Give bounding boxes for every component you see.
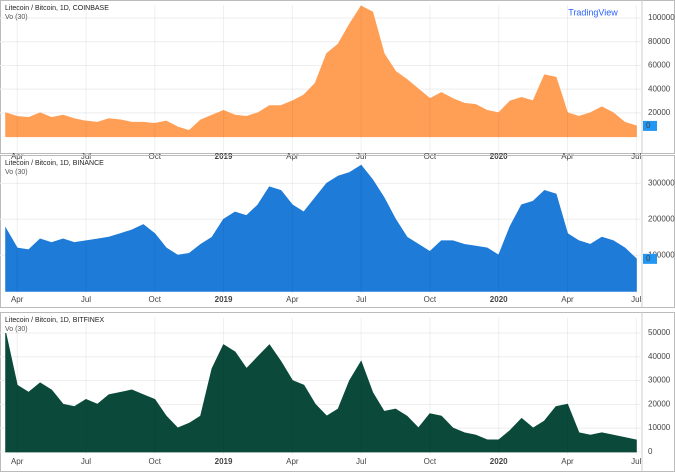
x-tick-label: Apr — [11, 295, 24, 304]
x-tick-label: Apr — [561, 457, 574, 466]
x-tick-label: Jul — [356, 295, 366, 304]
x-tick-label: Jul — [631, 295, 641, 304]
last-value-label: 0 — [646, 121, 651, 130]
y-tick-label: 40000 — [648, 352, 671, 361]
x-tick-label: Oct — [149, 152, 162, 161]
x-tick-label: Jul — [81, 152, 91, 161]
y-tick-label: 100000 — [648, 13, 675, 22]
x-tick-label: 2019 — [215, 152, 233, 161]
x-tick-label: Oct — [149, 457, 162, 466]
y-tick-label: 60000 — [648, 61, 671, 70]
x-tick-label: Jul — [81, 295, 91, 304]
logo: TradingView — [568, 7, 618, 17]
y-tick-label: 10000 — [648, 423, 671, 432]
y-tick-label: 40000 — [648, 84, 671, 93]
x-tick-label: Apr — [11, 457, 24, 466]
x-tick-label: Oct — [424, 457, 437, 466]
last-value-box — [643, 253, 657, 264]
area — [5, 332, 637, 453]
x-tick-label: Jul — [356, 152, 366, 161]
y-tick-label: 20000 — [648, 399, 671, 408]
x-tick-label: Apr — [286, 152, 299, 161]
x-tick-label: Apr — [11, 152, 24, 161]
x-tick-label: Jul — [356, 457, 366, 466]
x-tick-label: Oct — [424, 295, 437, 304]
y-tick-label: 300000 — [648, 178, 675, 187]
last-value-label: 0 — [646, 254, 651, 263]
y-tick-label: 50000 — [648, 328, 671, 337]
x-tick-label: Apr — [286, 457, 299, 466]
chart-subtitle: Vo (30) — [5, 14, 28, 21]
area — [5, 164, 637, 292]
y-tick-label: 30000 — [648, 376, 671, 385]
x-tick-label: Jul — [81, 457, 91, 466]
x-tick-label: Jul — [631, 152, 641, 161]
y-tick-label: 0 — [648, 447, 653, 456]
x-tick-label: Apr — [286, 295, 299, 304]
x-tick-label: Jul — [631, 457, 641, 466]
y-tick-label: 100000 — [648, 250, 675, 259]
chart-title: Litecoin / Bitcoin, 1D, COINBASE — [5, 5, 109, 12]
x-tick-label: 2020 — [490, 295, 508, 304]
x-tick-label: 2019 — [215, 457, 233, 466]
x-tick-label: Oct — [424, 152, 437, 161]
chart-title: Litecoin / Bitcoin, 1D, BINANCE — [5, 160, 104, 167]
x-tick-label: Oct — [149, 295, 162, 304]
chart-title: Litecoin / Bitcoin, 1D, BITFINEX — [5, 317, 105, 324]
area — [5, 5, 637, 138]
x-tick-label: 2020 — [490, 457, 508, 466]
last-value-box — [643, 120, 657, 131]
x-tick-label: Apr — [561, 295, 574, 304]
chart-subtitle: Vo (30) — [5, 326, 28, 333]
x-tick-label: 2019 — [215, 295, 233, 304]
y-tick-label: 80000 — [648, 37, 671, 46]
x-tick-label: Apr — [561, 152, 574, 161]
x-tick-label: 2020 — [490, 152, 508, 161]
y-tick-label: 200000 — [648, 214, 675, 223]
y-tick-label: 20000 — [648, 108, 671, 117]
chart-subtitle: Vo (30) — [5, 169, 28, 176]
